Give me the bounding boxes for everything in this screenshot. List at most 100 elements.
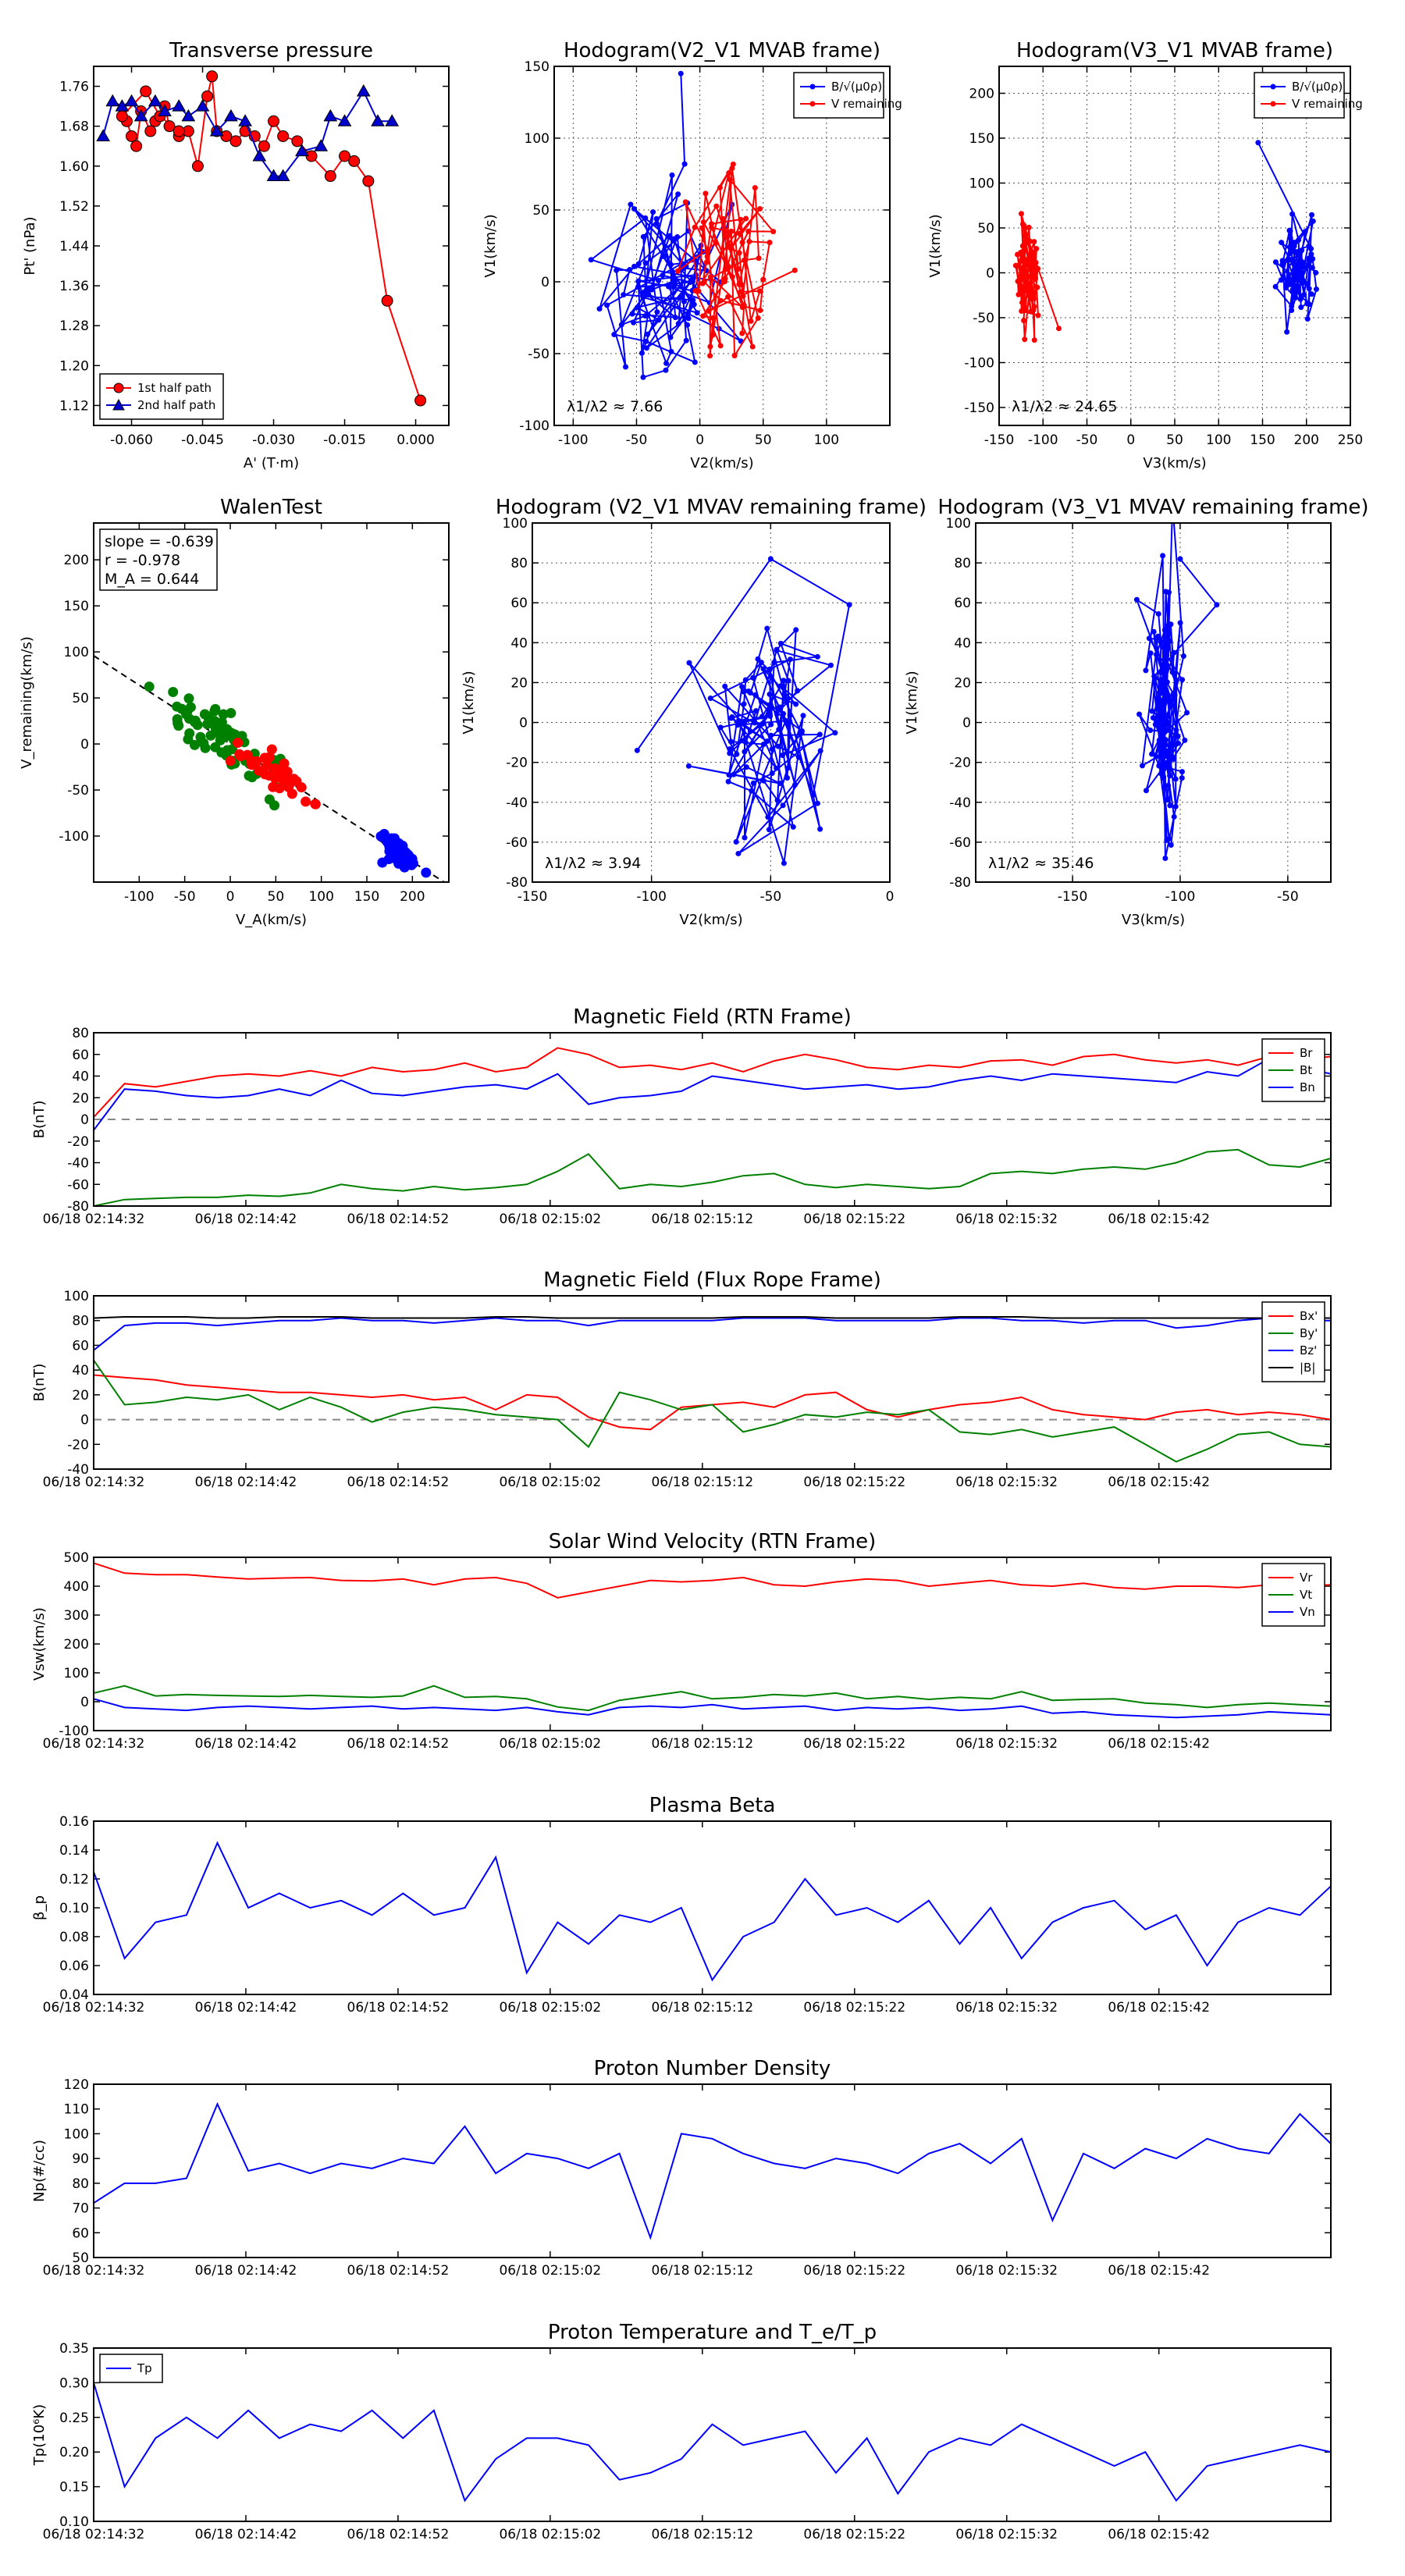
time-tick-label: 06/18 02:15:32 bbox=[955, 2000, 1058, 2016]
data-point bbox=[1293, 294, 1299, 301]
plot-area bbox=[94, 1562, 1331, 1719]
data-point bbox=[168, 687, 179, 698]
legend-label: V remaining bbox=[1292, 97, 1363, 111]
series-line-Bz' bbox=[94, 1317, 1331, 1351]
data-point bbox=[1160, 705, 1166, 711]
x-tick-label: 100 bbox=[1206, 432, 1231, 448]
y-tick-label: -20 bbox=[506, 756, 528, 771]
y-tick-label: 0.16 bbox=[59, 1814, 89, 1830]
data-point bbox=[1029, 267, 1035, 273]
time-tick-label: 06/18 02:14:52 bbox=[347, 1475, 450, 1490]
legend-label: V remaining bbox=[831, 97, 902, 111]
data-point bbox=[1153, 753, 1159, 760]
y-tick-label: 100 bbox=[525, 131, 550, 147]
data-point bbox=[717, 184, 723, 190]
vsw-title: Solar Wind Velocity (RTN Frame) bbox=[549, 1530, 876, 1553]
y-tick-label: 110 bbox=[64, 2102, 89, 2118]
data-point bbox=[668, 348, 674, 354]
y-tick-label: 0.35 bbox=[59, 2341, 89, 2357]
y-tick-label: 0 bbox=[541, 275, 550, 290]
y-tick-label: 120 bbox=[64, 2077, 89, 2093]
data-point bbox=[1289, 211, 1296, 217]
data-point bbox=[1284, 329, 1290, 335]
h4-title: Hodogram (V3_V1 MVAV remaining frame) bbox=[937, 496, 1368, 519]
data-point bbox=[776, 727, 782, 733]
data-point bbox=[291, 135, 304, 148]
walen-title: WalenTest bbox=[220, 496, 322, 519]
data-point bbox=[767, 702, 773, 708]
data-point bbox=[1308, 291, 1314, 297]
data-point bbox=[614, 267, 620, 273]
data-point bbox=[1159, 727, 1165, 733]
data-point bbox=[1155, 633, 1161, 639]
h4-ylabel: V1(km/s) bbox=[904, 671, 920, 734]
data-point bbox=[277, 130, 290, 142]
stats-line: M_A = 0.644 bbox=[105, 571, 199, 588]
series-line-Bn bbox=[94, 1058, 1331, 1131]
walen-panel: WalenTest -100 -50 0 50 100 150 200 -100 -50 0 50 10… bbox=[19, 496, 450, 928]
data-point bbox=[643, 345, 649, 351]
data-point bbox=[1167, 773, 1173, 779]
data-point bbox=[1025, 262, 1031, 269]
data-point bbox=[1163, 589, 1169, 595]
data-point bbox=[646, 291, 652, 297]
data-point bbox=[707, 696, 713, 702]
data-point bbox=[1022, 336, 1028, 343]
data-point bbox=[124, 94, 139, 107]
data-point bbox=[784, 774, 791, 781]
data-point bbox=[172, 701, 183, 712]
y-tick-label: 60 bbox=[510, 596, 528, 611]
data-point bbox=[710, 315, 716, 321]
data-point bbox=[738, 216, 744, 222]
series-line-|B| bbox=[94, 1316, 1331, 1319]
data-point bbox=[1301, 291, 1307, 297]
data-point bbox=[767, 556, 774, 562]
data-point bbox=[731, 353, 738, 359]
data-point bbox=[1153, 652, 1159, 658]
walen-ylabel: V_remaining(km/s) bbox=[19, 636, 35, 769]
y-tick-label: 0 bbox=[80, 1413, 89, 1429]
y-tick-label: 70 bbox=[72, 2201, 89, 2217]
walen-xlabel: V_A(km/s) bbox=[236, 912, 307, 928]
data-point bbox=[760, 777, 767, 784]
time-tick-label: 06/18 02:15:02 bbox=[499, 2000, 601, 2016]
time-tick-label: 06/18 02:15:32 bbox=[955, 1475, 1058, 1490]
data-point bbox=[222, 745, 233, 756]
data-point bbox=[1160, 553, 1166, 559]
data-point bbox=[741, 688, 747, 695]
data-point bbox=[1157, 721, 1163, 728]
data-point bbox=[745, 228, 752, 234]
x-tick-label: 150 bbox=[354, 889, 379, 905]
x-tick-label: -150 bbox=[1058, 889, 1088, 905]
data-point bbox=[764, 738, 770, 745]
data-point bbox=[247, 772, 258, 783]
data-point bbox=[1179, 677, 1186, 683]
legend-label: Vr bbox=[1300, 1571, 1313, 1585]
data-point bbox=[1031, 337, 1037, 343]
data-point bbox=[238, 114, 252, 126]
vsw-ylabel: Vsw(km/s) bbox=[31, 1607, 48, 1681]
legend-label: Bt bbox=[1300, 1063, 1312, 1077]
data-point bbox=[735, 850, 742, 856]
data-point bbox=[310, 799, 321, 809]
data-point bbox=[1026, 224, 1032, 230]
data-point bbox=[1165, 782, 1172, 788]
data-point bbox=[733, 839, 739, 845]
y-tick-label: -80 bbox=[506, 875, 528, 891]
data-point bbox=[793, 627, 799, 633]
data-point bbox=[252, 148, 267, 162]
data-point bbox=[183, 713, 194, 724]
x-tick-label: -100 bbox=[636, 889, 667, 905]
data-point bbox=[1164, 719, 1170, 725]
x-tick-label: -50 bbox=[174, 889, 196, 905]
data-point bbox=[685, 322, 691, 328]
data-point bbox=[1291, 244, 1297, 250]
data-point bbox=[1018, 249, 1024, 255]
data-point bbox=[618, 322, 624, 328]
data-point bbox=[1016, 291, 1022, 297]
data-point bbox=[780, 753, 786, 759]
y-tick-label: 100 bbox=[503, 516, 528, 532]
data-point bbox=[729, 165, 735, 172]
data-point bbox=[1156, 689, 1162, 696]
data-point bbox=[371, 114, 385, 126]
